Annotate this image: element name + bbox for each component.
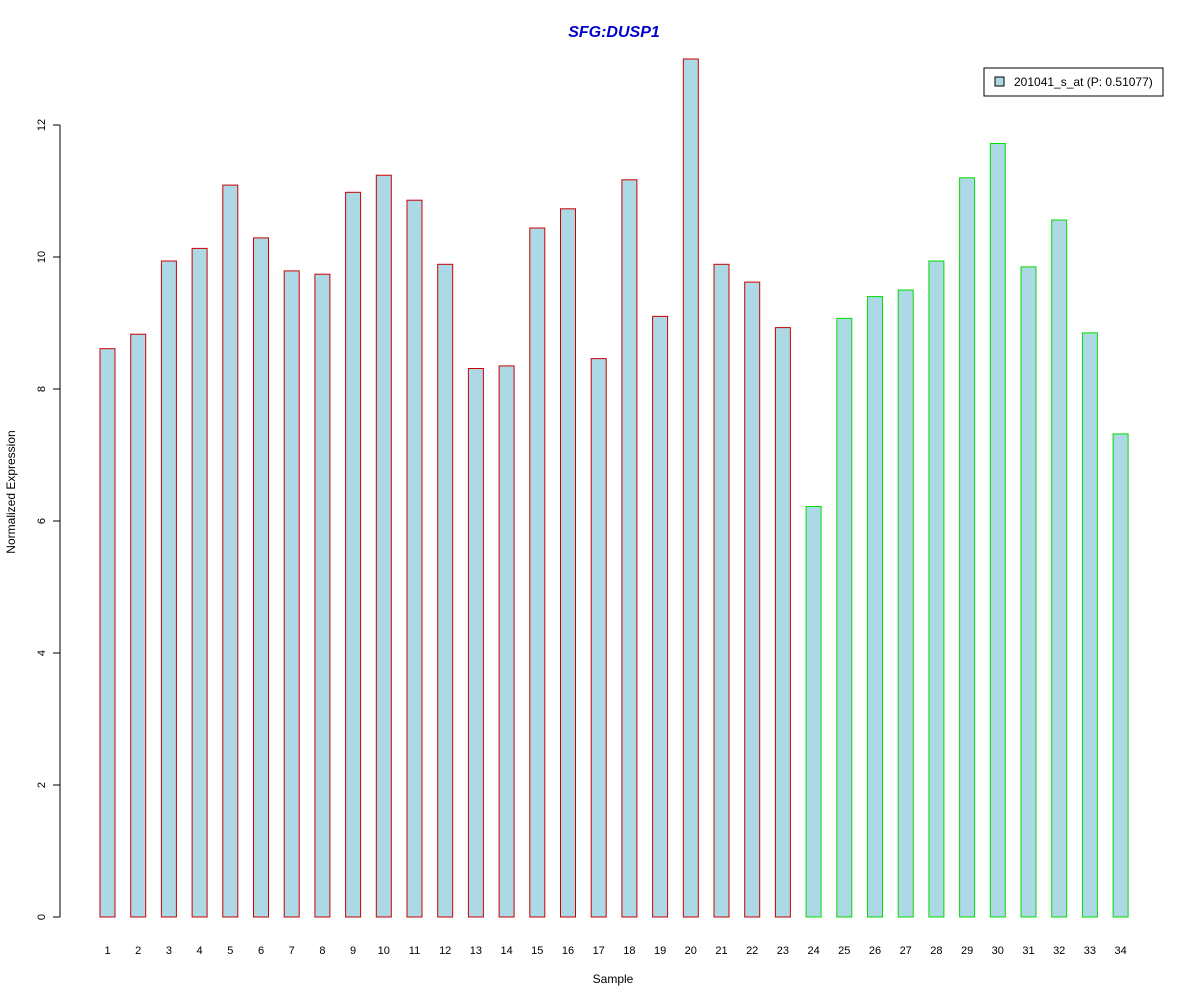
x-tick-label: 9 — [350, 945, 356, 957]
x-tick-label: 29 — [961, 945, 973, 957]
x-tick-label: 11 — [409, 945, 420, 957]
bar-sample-3 — [160, 260, 177, 918]
bar-sample-15 — [529, 227, 546, 918]
bar-sample-8 — [314, 273, 331, 918]
y-axis: 0 2 4 6 8 10 12 — [36, 119, 61, 920]
y-axis-label: Normalized Expression — [4, 430, 18, 553]
x-tick-label: 2 — [135, 945, 141, 957]
x-tick-label: 16 — [562, 945, 574, 957]
x-tick-label: 34 — [1114, 945, 1126, 957]
x-tick-label: 30 — [992, 945, 1004, 957]
x-axis-label: Sample — [593, 972, 634, 986]
x-tick-labels: 1 2 3 4 5 6 7 8 9 10 11 12 13 14 15 16 17 18 19 20 21 22 23 24 2… — [104, 945, 1126, 957]
bar-sample-18 — [621, 179, 638, 918]
bar-sample-32 — [1051, 219, 1068, 918]
legend: 201041_s_at (P: 0.51077) — [983, 67, 1164, 97]
x-tick-label: 32 — [1053, 945, 1065, 957]
x-tick-label: 22 — [746, 945, 758, 957]
x-tick-label: 19 — [654, 945, 666, 957]
bar-sample-6 — [253, 237, 269, 918]
x-tick-label: 6 — [258, 945, 264, 957]
y-tick-label: 2 — [36, 782, 48, 788]
x-tick-label: 15 — [531, 945, 543, 957]
bar-sample-5 — [222, 184, 239, 918]
y-tick-label: 0 — [36, 914, 48, 920]
x-tick-label: 5 — [227, 945, 233, 957]
bar-sample-11 — [406, 199, 423, 918]
bar-sample-33 — [1081, 332, 1098, 918]
bar-sample-27 — [897, 289, 914, 918]
x-tick-label: 27 — [900, 945, 912, 957]
bar-sample-23 — [774, 327, 791, 918]
bar-sample-14 — [498, 365, 515, 918]
bar-sample-7 — [283, 270, 300, 918]
x-tick-label: 12 — [439, 945, 451, 957]
bar-sample-9 — [345, 191, 362, 918]
bar-sample-13 — [467, 368, 484, 918]
bar-sample-26 — [867, 296, 883, 918]
y-tick-label: 6 — [36, 518, 48, 524]
bar-sample-12 — [437, 263, 454, 918]
bar-sample-22 — [744, 281, 761, 918]
bar-sample-30 — [989, 143, 1006, 918]
x-tick-label: 25 — [838, 945, 850, 957]
x-tick-label: 3 — [166, 945, 172, 957]
x-tick-label: 4 — [197, 945, 203, 957]
legend-label: 201041_s_at (P: 0.51077) — [1014, 75, 1153, 89]
bar-sample-25 — [836, 317, 853, 918]
legend-swatch — [994, 76, 1005, 87]
y-tick-label: 4 — [36, 650, 48, 656]
bar-sample-19 — [652, 315, 669, 918]
bar-sample-1 — [99, 348, 116, 918]
x-tick-label: 7 — [289, 945, 295, 957]
y-tick-label: 10 — [36, 251, 48, 263]
bar-sample-10 — [375, 174, 392, 918]
bar-sample-34 — [1112, 433, 1129, 918]
legend-box — [983, 67, 1164, 97]
bar-sample-4 — [191, 247, 208, 918]
x-tick-label: 8 — [319, 945, 325, 957]
x-tick-label: 17 — [593, 945, 605, 957]
x-tick-label: 14 — [500, 945, 512, 957]
x-tick-label: 33 — [1084, 945, 1096, 957]
x-tick-label: 28 — [930, 945, 942, 957]
y-tick-label: 12 — [36, 119, 48, 131]
bar-sample-28 — [928, 260, 945, 918]
y-tick-label: 8 — [36, 386, 48, 392]
x-tick-label: 20 — [685, 945, 697, 957]
bar-sample-31 — [1020, 266, 1037, 918]
bar-sample-29 — [959, 177, 976, 918]
bars-group — [99, 58, 1129, 918]
chart-title: SFG:DUSP1 — [568, 24, 660, 41]
x-tick-label: 24 — [807, 945, 819, 957]
bar-sample-16 — [560, 208, 576, 918]
x-tick-label: 21 — [715, 945, 727, 957]
bar-sample-24 — [805, 506, 822, 918]
bar-sample-17 — [590, 358, 607, 918]
x-tick-label: 10 — [378, 945, 390, 957]
x-tick-label: 23 — [777, 945, 789, 957]
bar-sample-21 — [713, 263, 730, 918]
bar-sample-20 — [682, 58, 699, 918]
x-tick-label: 26 — [869, 945, 881, 957]
x-tick-label: 1 — [104, 945, 110, 957]
x-tick-label: 13 — [470, 945, 482, 957]
x-tick-label: 18 — [623, 945, 635, 957]
x-tick-label: 31 — [1022, 945, 1034, 957]
bar-sample-2 — [130, 333, 147, 918]
